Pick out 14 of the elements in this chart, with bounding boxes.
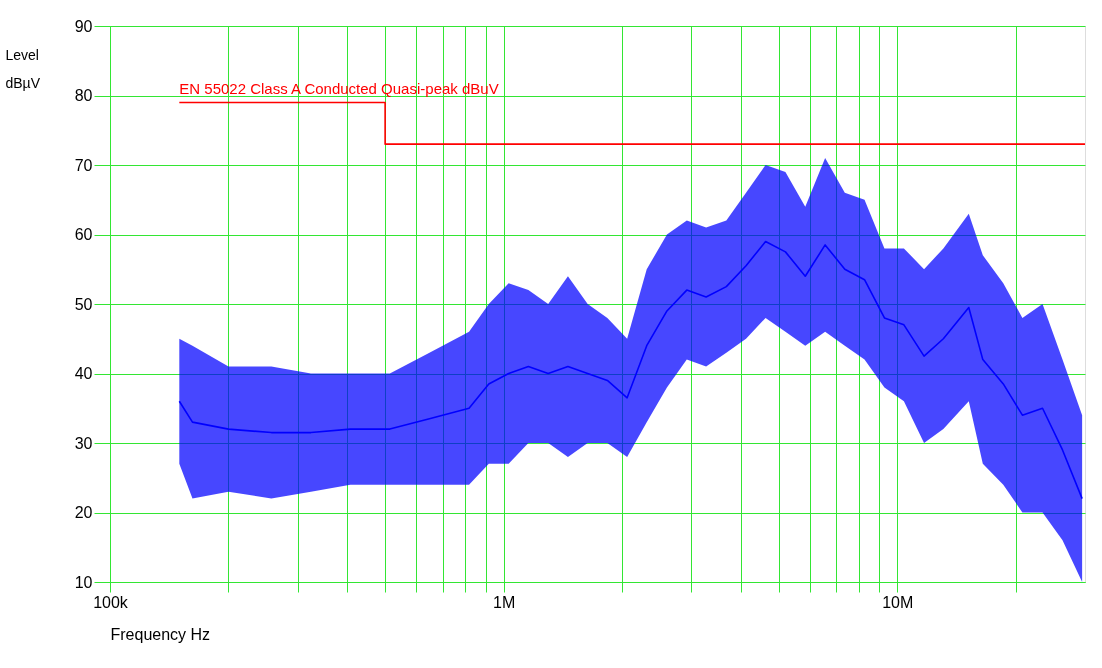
x-tick-label: 100k [93, 593, 129, 611]
x-axis-title: Frequency Hz [110, 625, 211, 643]
y-tick-label: 50 [74, 295, 93, 313]
x-tick-label: 1M [492, 593, 516, 611]
y-axis-title: Level dBµV [5, 46, 41, 91]
x-tick-label: 10M [882, 593, 914, 611]
y-tick-label: 30 [74, 434, 93, 452]
y-tick-label: 40 [74, 365, 93, 382]
y-tick-label: 80 [74, 87, 93, 104]
y-tick-label: 70 [74, 156, 93, 174]
y-tick-label: 20 [74, 504, 93, 521]
y-tick-label: 90 [74, 17, 93, 35]
y-tick-label: 60 [74, 226, 93, 243]
y-tick-label: 10 [74, 573, 93, 591]
